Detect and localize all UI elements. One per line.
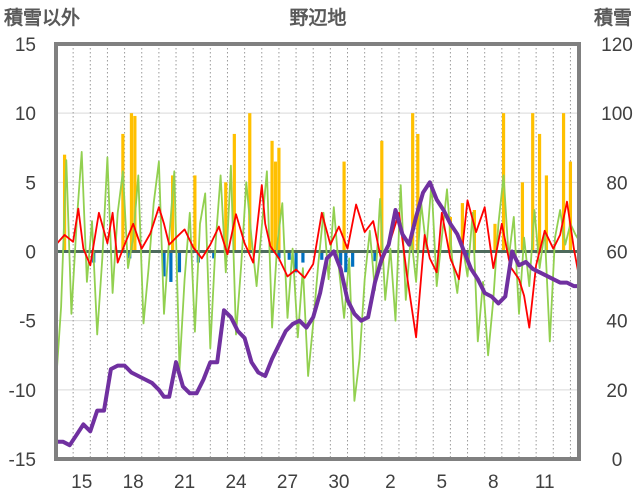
snowfall-bar xyxy=(493,223,497,252)
right-axis-title: 積雪 xyxy=(594,6,632,29)
right-ticks: 120 100 80 60 40 20 0 xyxy=(601,35,633,471)
snowfall-bar xyxy=(232,133,236,252)
snowfall-bar xyxy=(531,113,535,252)
right-tick-label: 20 xyxy=(606,381,627,402)
x-tick-label: 30 xyxy=(328,472,349,493)
negative-bar xyxy=(177,251,182,273)
negative-bar xyxy=(339,251,343,266)
negative-bar xyxy=(301,251,305,263)
x-tick-label: 27 xyxy=(277,472,298,493)
left-tick-label: -15 xyxy=(9,450,36,471)
snowfall-bar xyxy=(193,175,197,252)
snowfall-bar xyxy=(171,175,175,252)
left-ticks: 15 10 5 0 -5 -10 -15 xyxy=(9,35,36,471)
red-series-line xyxy=(55,184,580,339)
x-tick-label: 5 xyxy=(437,472,448,493)
snowfall-bar xyxy=(277,147,281,252)
left-tick-label: 5 xyxy=(25,173,36,194)
snowfall-bar xyxy=(472,210,476,252)
x-tick-label: 24 xyxy=(225,472,247,493)
right-tick-label: 40 xyxy=(606,312,627,333)
negative-bar xyxy=(287,251,291,260)
snowfall-bar xyxy=(416,133,420,252)
left-tick-label: 15 xyxy=(15,35,36,56)
snowfall-bar xyxy=(544,175,549,252)
snowfall-bar xyxy=(537,133,542,252)
bars xyxy=(62,113,573,282)
left-tick-label: -5 xyxy=(19,312,36,333)
plot-border xyxy=(54,42,581,461)
series-lines xyxy=(55,150,580,448)
left-axis-title: 積雪以外 xyxy=(4,6,80,29)
snowfall-bar xyxy=(270,140,274,252)
x-tick-label: 11 xyxy=(535,472,555,493)
snowfall-bar xyxy=(133,115,137,252)
snowfall-bar xyxy=(224,182,228,252)
negative-bar xyxy=(162,251,166,277)
negative-bar xyxy=(320,251,324,260)
negative-bar xyxy=(169,251,173,282)
negative-bar xyxy=(277,251,281,259)
negative-bar xyxy=(212,251,216,259)
right-tick-label: 100 xyxy=(601,104,633,125)
chart-title: 野辺地 xyxy=(289,6,346,29)
left-tick-label: -10 xyxy=(9,381,36,402)
right-tick-label: 80 xyxy=(606,173,627,194)
left-tick-label: 10 xyxy=(15,104,36,125)
snowfall-bar xyxy=(460,203,464,252)
snowfall-bar xyxy=(568,161,573,252)
negative-bar xyxy=(373,251,377,262)
right-tick-label: 60 xyxy=(606,243,627,264)
snowfall-bar xyxy=(273,161,278,252)
negative-bar xyxy=(294,251,298,273)
right-tick-label: 120 xyxy=(601,35,633,56)
snowfall-bar xyxy=(248,113,252,252)
snowfall-bar xyxy=(411,113,415,252)
negative-bar xyxy=(351,251,355,267)
snowfall-bar xyxy=(561,113,566,252)
left-tick-label: 0 xyxy=(25,243,36,264)
snow-depth-line xyxy=(56,180,579,448)
right-tick-label: 0 xyxy=(612,450,623,471)
x-tick-label: 8 xyxy=(488,472,499,493)
x-tick-label: 15 xyxy=(71,472,92,493)
snowfall-bar xyxy=(129,113,134,252)
x-tick-label: 18 xyxy=(123,472,144,493)
x-ticks: 15 18 21 24 27 30 2 5 8 11 xyxy=(71,472,554,493)
x-tick-label: 21 xyxy=(174,472,195,493)
snowfall-bar xyxy=(520,182,525,252)
snowfall-bar xyxy=(342,161,346,252)
snowfall-bar xyxy=(121,133,125,252)
snowfall-bar xyxy=(380,140,384,252)
negative-bar xyxy=(344,251,348,273)
x-tick-label: 2 xyxy=(385,472,396,493)
gridlines xyxy=(56,44,579,459)
